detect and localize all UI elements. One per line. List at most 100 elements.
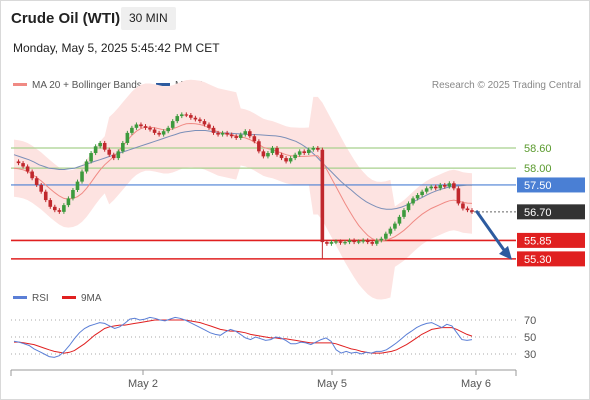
- candle-body: [288, 158, 293, 162]
- candle-body: [338, 241, 343, 243]
- candle-body: [189, 115, 193, 118]
- ma50-line: [13, 130, 472, 210]
- candle-body: [111, 154, 116, 159]
- candle-body: [365, 240, 370, 243]
- candle-body: [75, 181, 80, 190]
- candle-body: [71, 190, 75, 199]
- candle-body: [270, 148, 275, 154]
- legend-ma20: MA 20 + Bollinger Bands: [13, 80, 142, 91]
- candle-body: [107, 149, 112, 155]
- rsi-tick-70: 70: [524, 315, 536, 327]
- candle-body: [388, 228, 393, 234]
- legend-ma9-label: 9MA: [81, 293, 102, 304]
- candle-body: [43, 191, 48, 201]
- candle-body: [402, 210, 406, 217]
- candle-body: [225, 132, 229, 135]
- level-label-55.30: 55.30: [524, 254, 552, 266]
- candle-body: [447, 183, 452, 187]
- datetime-label: Monday, May 5, 2025 5:45:42 PM CET: [13, 41, 220, 55]
- candle-body: [30, 171, 34, 179]
- candle-body: [343, 242, 347, 244]
- candle-body: [211, 127, 216, 133]
- candle-body: [325, 242, 329, 244]
- candle-body: [89, 153, 93, 162]
- candle-body: [452, 183, 456, 189]
- candle-body: [415, 195, 420, 199]
- candle-body: [157, 132, 161, 135]
- candle-body: [406, 203, 411, 211]
- candle-body: [48, 200, 53, 207]
- candle-body: [102, 142, 107, 150]
- candle-body: [252, 136, 257, 142]
- candle-body: [438, 184, 443, 189]
- candle-body: [297, 151, 302, 155]
- x-tick-label: May 6: [461, 378, 491, 390]
- level-tag-55.30: [517, 251, 585, 267]
- candle-body: [311, 148, 316, 150]
- legend-ma20-label: MA 20 + Bollinger Bands: [32, 80, 142, 91]
- x-tick-label: May 5: [317, 378, 347, 390]
- ma20-swatch: [13, 82, 27, 86]
- candle-body: [175, 116, 180, 122]
- rsi-line: [13, 316, 473, 358]
- level-label-55.85: 55.85: [524, 235, 552, 247]
- candle-body: [243, 131, 248, 135]
- candle-body: [21, 163, 25, 167]
- candle-body: [442, 184, 447, 187]
- candle-body: [293, 154, 297, 159]
- candle-body: [397, 216, 402, 224]
- candle-body: [284, 158, 288, 162]
- forecast-arrow-shaft: [475, 210, 508, 255]
- candle-body: [329, 242, 334, 244]
- candle-body: [461, 203, 465, 209]
- candle-body: [93, 146, 98, 154]
- candle-body: [257, 141, 261, 152]
- candle-body: [470, 210, 474, 212]
- forecast-arrow-head: [499, 245, 512, 260]
- candle-body: [234, 136, 238, 138]
- rsi-tick-50: 50: [524, 332, 536, 344]
- candle-body: [25, 166, 30, 172]
- level-label-57.50: 57.50: [524, 180, 552, 192]
- candle-body: [379, 238, 384, 241]
- candle-body: [125, 132, 130, 143]
- rsi-swatch: [13, 295, 27, 299]
- candle-body: [424, 188, 429, 192]
- candle-body: [420, 191, 424, 196]
- candle-body: [184, 114, 189, 116]
- candle-body: [302, 151, 307, 154]
- candle-body: [334, 241, 338, 243]
- bollinger-band-fill: [14, 79, 472, 300]
- legend-rsi: RSI: [13, 293, 49, 304]
- forecast-arrow: [475, 210, 512, 260]
- legend-ma9: 9MA: [62, 293, 102, 304]
- candle-body: [139, 124, 143, 127]
- candle-body: [161, 131, 166, 135]
- level-labels: 58.60 58.00 57.50 56.70 55.85 55.30: [517, 143, 585, 267]
- candle-body: [179, 114, 184, 117]
- candle-body: [220, 132, 225, 135]
- page-title: Crude Oil (WTI): [11, 10, 121, 27]
- candle-body: [116, 151, 121, 159]
- candle-body: [433, 186, 438, 189]
- level-tag-57.50: [517, 177, 585, 193]
- candle-body: [166, 127, 170, 132]
- candle-body: [202, 121, 207, 125]
- candle-body: [374, 240, 379, 244]
- candle-body: [207, 124, 211, 128]
- candle-body: [306, 149, 311, 154]
- candle-body: [193, 117, 198, 120]
- timeframe-badge[interactable]: 30 MIN: [121, 7, 176, 30]
- candle-body: [84, 161, 89, 172]
- candle-body: [238, 134, 243, 138]
- candle-body: [62, 205, 66, 212]
- candle-body: [393, 223, 397, 229]
- candle-body: [80, 171, 84, 182]
- candle-body: [34, 178, 39, 185]
- candle-body: [248, 131, 252, 137]
- candle-body: [130, 127, 134, 133]
- ma20-line: [13, 122, 473, 242]
- candle-body: [170, 121, 175, 128]
- candle-body: [316, 148, 320, 150]
